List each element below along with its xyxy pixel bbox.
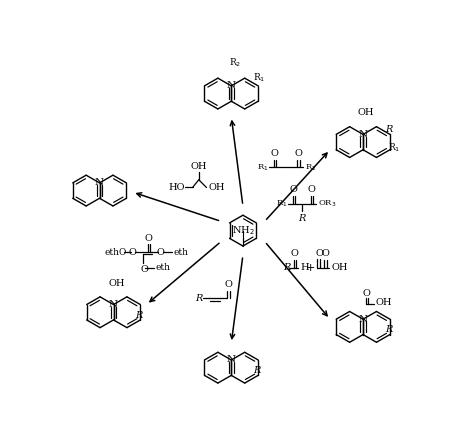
Text: +: + — [306, 263, 315, 273]
Text: eth: eth — [155, 263, 170, 272]
Text: ethO: ethO — [104, 248, 127, 257]
Text: O: O — [271, 149, 279, 158]
Text: O: O — [145, 234, 152, 243]
Text: O: O — [156, 248, 164, 257]
Text: NH$_2$: NH$_2$ — [232, 224, 254, 237]
Text: O: O — [308, 186, 316, 194]
Text: R: R — [385, 326, 392, 334]
Text: OH: OH — [208, 183, 225, 192]
Text: R: R — [385, 125, 392, 134]
Text: N: N — [227, 81, 236, 91]
Text: N: N — [358, 315, 368, 324]
Text: HO: HO — [168, 183, 185, 192]
Text: OR$_3$: OR$_3$ — [318, 198, 337, 209]
Text: OH: OH — [375, 298, 392, 307]
Text: O: O — [321, 249, 329, 258]
Text: N: N — [109, 300, 118, 309]
Text: R: R — [283, 263, 290, 272]
Text: O: O — [289, 186, 297, 194]
Text: O: O — [291, 249, 299, 258]
Text: OH: OH — [331, 263, 348, 272]
Text: N: N — [358, 130, 368, 139]
Text: O: O — [294, 149, 302, 158]
Text: R: R — [195, 294, 202, 303]
Text: O: O — [128, 248, 136, 257]
Text: R$_1$: R$_1$ — [388, 142, 400, 154]
Text: H: H — [300, 263, 309, 272]
Text: R$_2$: R$_2$ — [305, 162, 317, 173]
Text: OH: OH — [191, 161, 207, 170]
Text: O: O — [316, 249, 324, 258]
Text: O: O — [362, 289, 370, 297]
Text: N: N — [227, 355, 236, 364]
Text: R$_1$: R$_1$ — [253, 72, 265, 84]
Text: R$_1$: R$_1$ — [257, 162, 268, 173]
Text: R$_1$: R$_1$ — [276, 198, 288, 209]
Text: R: R — [298, 214, 306, 223]
Text: OH: OH — [358, 108, 374, 117]
Text: O: O — [224, 280, 232, 289]
Text: eth: eth — [174, 248, 189, 257]
Text: R: R — [135, 311, 143, 320]
Text: R: R — [253, 366, 260, 375]
Text: R$_2$: R$_2$ — [229, 57, 241, 69]
Text: O: O — [141, 264, 148, 273]
Text: OH: OH — [109, 279, 125, 288]
Text: N: N — [95, 178, 104, 187]
